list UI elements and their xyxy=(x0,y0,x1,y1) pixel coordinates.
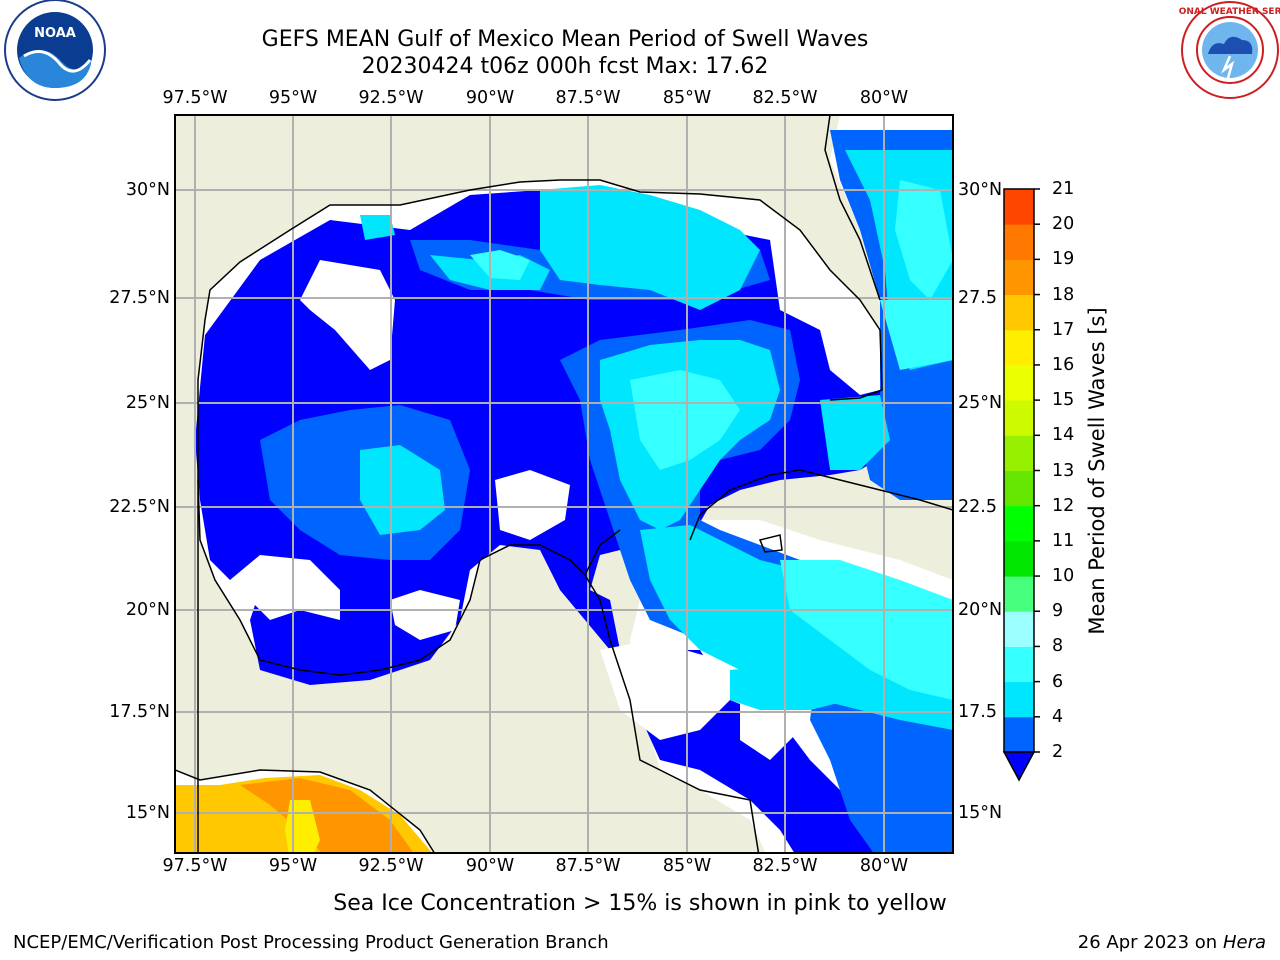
lat-label-left: 30°N xyxy=(125,180,170,200)
lat-label-left: 17.5°N xyxy=(109,702,170,722)
map-gridlines xyxy=(175,115,953,853)
lat-label-left: 27.5°N xyxy=(109,288,170,308)
colorbar-segment xyxy=(1004,470,1034,507)
lon-label-top: 97.5°W xyxy=(162,88,228,108)
colorbar-tick-label: 17 xyxy=(1052,319,1075,340)
national-weather-service-logo: NATIONAL WEATHER SERVICE xyxy=(1178,1,1280,99)
lat-label-right: 15°N xyxy=(958,803,1003,823)
colorbar-tick-label: 15 xyxy=(1052,390,1075,411)
lon-label-top: 92.5°W xyxy=(358,88,424,108)
colorbar-tick-label: 9 xyxy=(1052,601,1064,622)
colorbar-segment xyxy=(1004,646,1034,683)
colorbar-segment xyxy=(1004,540,1034,577)
lat-label-right: 22.5 xyxy=(958,497,997,517)
colorbar-tick-label: 14 xyxy=(1052,425,1075,446)
lat-label-left: 15°N xyxy=(125,803,170,823)
lon-label-top: 82.5°W xyxy=(752,88,818,108)
colorbar-segment xyxy=(1004,681,1034,718)
lon-label-bottom: 92.5°W xyxy=(358,856,424,876)
colorbar-segment xyxy=(1004,505,1034,542)
lon-label-bottom: 82.5°W xyxy=(752,856,818,876)
footer-date-text: 26 Apr 2023 on xyxy=(1077,932,1223,953)
lon-label-bottom: 85°W xyxy=(662,856,712,876)
coastlines xyxy=(175,115,953,853)
lon-label-top: 85°W xyxy=(662,88,712,108)
colorbar-tick-label: 20 xyxy=(1052,214,1075,235)
lat-label-right: 30°N xyxy=(958,180,1003,200)
colorbar-tick-label: 13 xyxy=(1052,460,1075,481)
lon-label-bottom: 97.5°W xyxy=(162,856,228,876)
lon-label-bottom: 80°W xyxy=(859,856,909,876)
colorbar-tick-label: 16 xyxy=(1052,354,1075,375)
colorbar-tick-label: 11 xyxy=(1052,530,1075,551)
sea-ice-note: Sea Ice Concentration > 15% is shown in … xyxy=(333,891,947,916)
lon-label-top: 80°W xyxy=(859,88,909,108)
lon-label-bottom: 90°W xyxy=(465,856,515,876)
colorbar-segment xyxy=(1004,294,1034,331)
map-frame xyxy=(174,114,954,854)
lat-label-right: 20°N xyxy=(958,600,1003,620)
colorbar-segment xyxy=(1004,435,1034,471)
lon-label-top: 90°W xyxy=(465,88,515,108)
lon-label-top: 95°W xyxy=(268,88,318,108)
lat-label-right: 27.5 xyxy=(958,288,997,308)
colorbar-tick-label: 4 xyxy=(1052,706,1064,727)
lon-label-top: 87.5°W xyxy=(555,88,621,108)
colorbar-tick-label: 12 xyxy=(1052,495,1075,516)
noaa-logo: NOAA xyxy=(4,0,106,101)
colorbar-segment xyxy=(1004,611,1034,647)
colorbar-segment xyxy=(1004,716,1034,753)
lat-label-right: 25°N xyxy=(958,393,1003,413)
svg-text:NATIONAL WEATHER SERVICE: NATIONAL WEATHER SERVICE xyxy=(1178,7,1280,17)
colorbar-tick-label: 2 xyxy=(1052,742,1064,762)
lon-label-bottom: 87.5°W xyxy=(555,856,621,876)
colorbar-segment xyxy=(1004,400,1034,436)
colorbar-tick-label: 21 xyxy=(1052,179,1075,199)
footer-credit: NCEP/EMC/Verification Post Processing Pr… xyxy=(13,932,609,953)
lat-label-left: 25°N xyxy=(125,393,170,413)
colorbar-segment xyxy=(1004,329,1034,366)
colorbar-tick-label: 18 xyxy=(1052,284,1075,305)
colorbar-label: Mean Period of Swell Waves [s] xyxy=(1085,307,1109,635)
lon-label-bottom: 95°W xyxy=(268,856,318,876)
svg-text:NOAA: NOAA xyxy=(34,26,76,41)
lat-label-left: 20°N xyxy=(125,600,170,620)
colorbar-segment xyxy=(1004,364,1034,401)
colorbar-segment xyxy=(1004,189,1034,225)
colorbar-tick-label: 19 xyxy=(1052,249,1075,270)
colorbar-tick-label: 6 xyxy=(1052,671,1064,692)
colorbar-tick-label: 8 xyxy=(1052,636,1064,657)
map-subtitle: 20230424 t06z 000h fcst Max: 17.62 xyxy=(361,54,769,79)
colorbar-extend-triangle xyxy=(1002,751,1036,782)
colorbar-tick-label: 10 xyxy=(1052,566,1075,587)
colorbar xyxy=(1002,188,1040,782)
lat-label-right: 17.5 xyxy=(958,702,997,722)
colorbar-segment xyxy=(1004,576,1034,612)
colorbar-segment xyxy=(1004,224,1034,260)
lat-label-left: 22.5°N xyxy=(109,497,170,517)
colorbar-segment xyxy=(1004,259,1034,296)
footer-host: Hera xyxy=(1222,932,1266,953)
map-title: GEFS MEAN Gulf of Mexico Mean Period of … xyxy=(261,27,869,52)
footer-date: 26 Apr 2023 on Hera xyxy=(1078,932,1266,953)
